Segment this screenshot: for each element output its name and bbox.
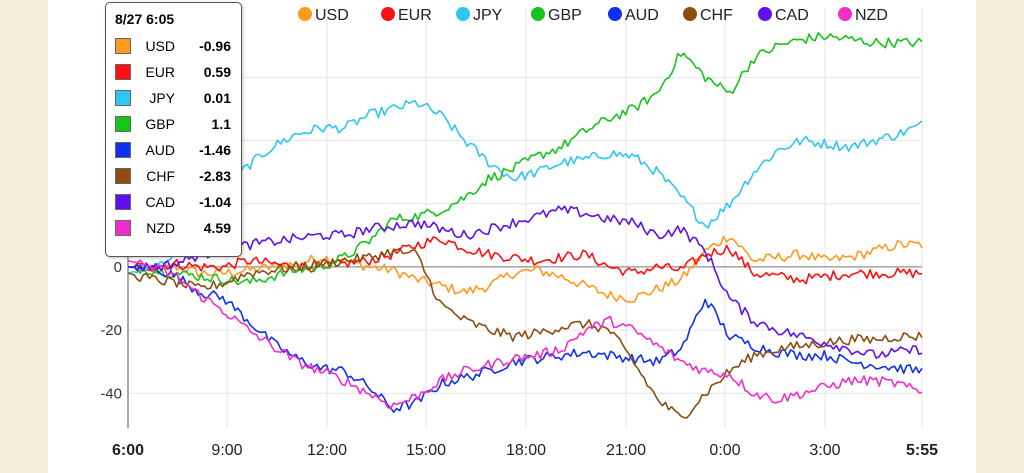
tooltip-row-nzd: NZD 4.59 bbox=[115, 215, 235, 241]
legend-label-eur: EUR bbox=[398, 7, 432, 24]
series-line-gbp bbox=[127, 31, 923, 286]
tooltip-value: -2.83 bbox=[199, 168, 231, 184]
tooltip-name: NZD bbox=[146, 220, 175, 236]
usd-swatch bbox=[115, 38, 131, 54]
nzd-swatch bbox=[115, 220, 131, 236]
hover-tooltip: 8/27 6:05 USD -0.96 EUR 0.59 JPY 0.01 GB… bbox=[105, 2, 242, 257]
legend-marker-usd bbox=[298, 7, 312, 21]
series-line-nzd bbox=[127, 259, 923, 410]
legend-label-gbp: GBP bbox=[548, 7, 582, 24]
jpy-swatch bbox=[115, 90, 131, 106]
y-tick-label: -20 bbox=[100, 322, 122, 339]
tooltip-name: AUD bbox=[145, 142, 175, 158]
x-tick-label: 21:00 bbox=[606, 442, 646, 459]
tooltip-name: CAD bbox=[145, 194, 175, 210]
legend-marker-nzd bbox=[838, 7, 852, 21]
eur-swatch bbox=[115, 64, 131, 80]
x-tick-label: 15:00 bbox=[406, 442, 446, 459]
y-tick-label: 0 bbox=[114, 259, 122, 276]
y-tick-label: -40 bbox=[100, 385, 122, 402]
x-tick-label: 9:00 bbox=[211, 442, 242, 459]
legend-marker-eur bbox=[381, 7, 395, 21]
legend-marker-jpy bbox=[456, 7, 470, 21]
series-line-jpy bbox=[127, 100, 923, 274]
tooltip-row-aud: AUD -1.46 bbox=[115, 137, 235, 163]
legend-label-usd: USD bbox=[315, 7, 349, 24]
tooltip-row-gbp: GBP 1.1 bbox=[115, 111, 235, 137]
legend-marker-chf bbox=[683, 7, 697, 21]
legend-label-cad: CAD bbox=[775, 7, 809, 24]
tooltip-value: 4.59 bbox=[203, 220, 231, 236]
tooltip-row-jpy: JPY 0.01 bbox=[115, 85, 235, 111]
aud-swatch bbox=[115, 142, 131, 158]
tooltip-name: USD bbox=[145, 38, 175, 54]
tooltip-value: 1.1 bbox=[211, 116, 231, 132]
chf-swatch bbox=[115, 168, 131, 184]
x-tick-label: 3:00 bbox=[809, 442, 840, 459]
legend-marker-aud bbox=[608, 7, 622, 21]
x-tick-label: 12:00 bbox=[307, 442, 347, 459]
tooltip-name: GBP bbox=[145, 116, 175, 132]
legend-label-nzd: NZD bbox=[855, 7, 888, 24]
legend-marker-gbp bbox=[531, 7, 545, 21]
chart-panel: -40-2002040606:009:0012:0015:0018:0021:0… bbox=[48, 0, 976, 473]
tooltip-value: 0.59 bbox=[203, 64, 231, 80]
x-tick-label: 0:00 bbox=[709, 442, 740, 459]
series-line-cad bbox=[128, 205, 923, 359]
tooltip-value: -1.04 bbox=[199, 194, 231, 210]
legend-label-aud: AUD bbox=[625, 7, 659, 24]
x-tick-label: 5:55 bbox=[906, 442, 938, 459]
tooltip-value: -1.46 bbox=[199, 142, 231, 158]
tooltip-name: JPY bbox=[149, 90, 175, 106]
tooltip-row-eur: EUR 0.59 bbox=[115, 59, 235, 85]
legend-label-jpy: JPY bbox=[473, 7, 503, 24]
tooltip-row-cad: CAD -1.04 bbox=[115, 189, 235, 215]
tooltip-title: 8/27 6:05 bbox=[115, 11, 175, 27]
gbp-swatch bbox=[115, 116, 131, 132]
tooltip-row-usd: USD -0.96 bbox=[115, 33, 235, 59]
series-line-eur bbox=[128, 236, 922, 285]
x-tick-label: 18:00 bbox=[506, 442, 546, 459]
tooltip-value: -0.96 bbox=[199, 38, 231, 54]
tooltip-name: EUR bbox=[145, 64, 175, 80]
x-tick-label: 6:00 bbox=[112, 442, 144, 459]
legend-marker-cad bbox=[758, 7, 772, 21]
series-line-aud bbox=[128, 262, 923, 413]
cad-swatch bbox=[115, 194, 131, 210]
tooltip-row-chf: CHF -2.83 bbox=[115, 163, 235, 189]
series-line-usd bbox=[127, 235, 923, 303]
tooltip-value: 0.01 bbox=[203, 90, 231, 106]
series-line-chf bbox=[127, 247, 923, 419]
tooltip-name: CHF bbox=[146, 168, 175, 184]
legend-label-chf: CHF bbox=[700, 7, 733, 24]
